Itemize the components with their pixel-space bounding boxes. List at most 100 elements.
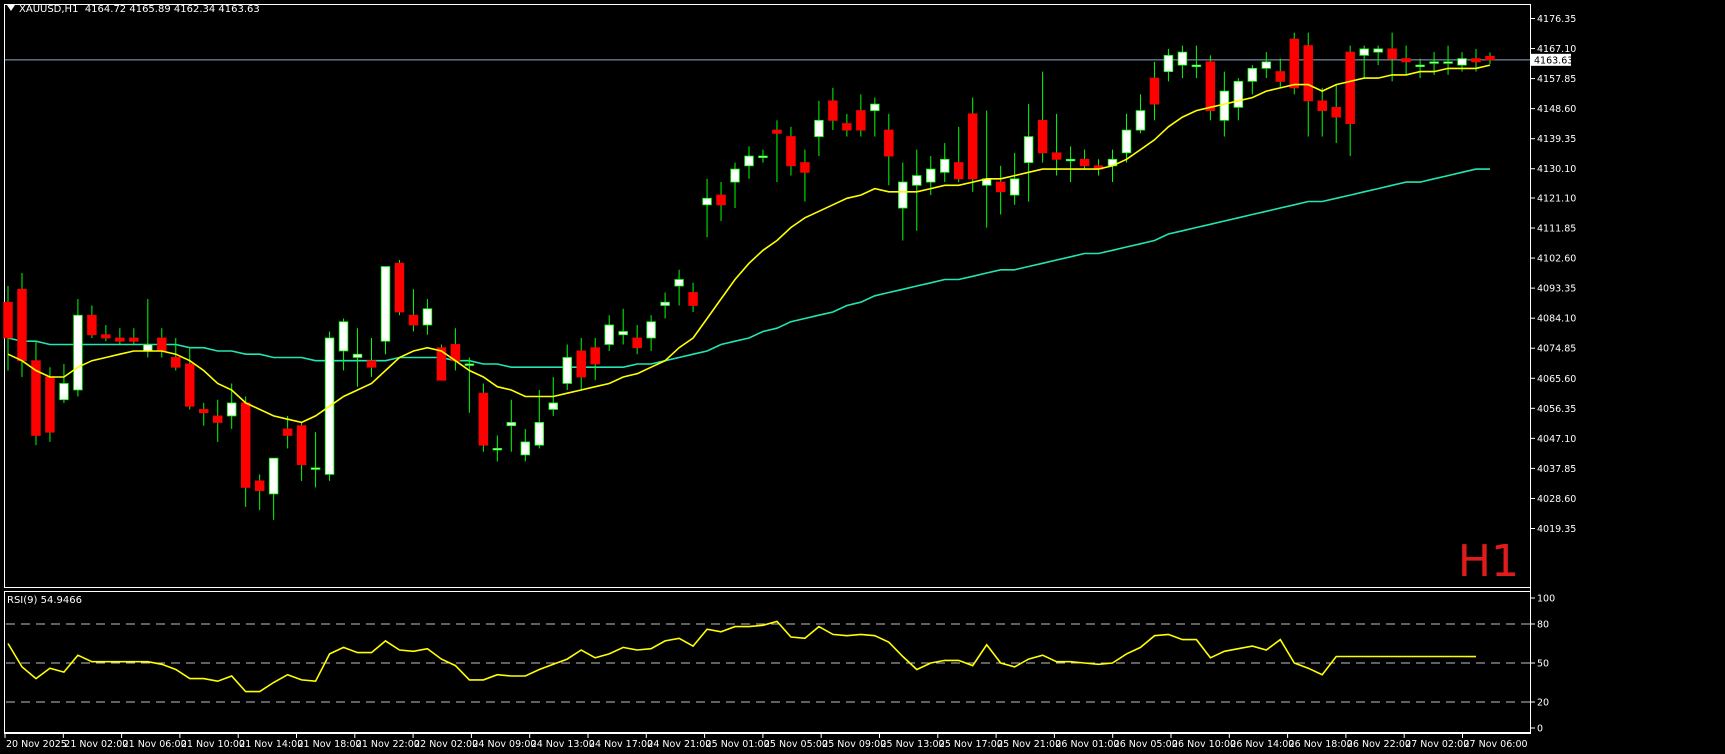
candle <box>478 383 489 452</box>
time-tick-label: 21 Nov 02:00 <box>64 739 128 750</box>
price-axis: 4176.35 4167.10 4157.85 4148.60 4139.35 4130.… <box>1530 14 1576 535</box>
time-tick-label: 26 Nov 22:00 <box>1347 739 1411 750</box>
candle <box>157 328 167 358</box>
symbol-label: XAUUSD,H1 <box>19 4 79 15</box>
timeframe-label: H1 <box>1457 536 1519 587</box>
bull-candle-body <box>618 331 628 336</box>
candle <box>282 415 293 449</box>
price-tick-label: 4111.85 <box>1537 224 1576 235</box>
bear-candle-body <box>1303 45 1313 102</box>
rsi-tick-label: 50 <box>1537 659 1549 670</box>
bear-candle-body <box>436 347 447 381</box>
bull-candle-body <box>73 314 83 391</box>
candle <box>408 289 419 332</box>
price-tick-label: 4065.60 <box>1537 374 1576 385</box>
bull-candle-body <box>646 321 656 339</box>
bull-candle-body <box>660 301 670 306</box>
time-tick-label: 27 Nov 06:00 <box>1464 739 1528 750</box>
candle <box>1177 45 1188 79</box>
bull-candle-body <box>422 308 433 326</box>
candle <box>534 389 545 449</box>
time-tick-label: 22 Nov 02:00 <box>414 739 478 750</box>
bull-candle-body <box>1373 48 1383 53</box>
candle <box>1373 45 1383 66</box>
candle <box>240 396 251 507</box>
price-tick-label: 4084.10 <box>1537 314 1576 325</box>
candle <box>1247 65 1258 95</box>
candle <box>506 399 517 452</box>
candle <box>254 474 265 511</box>
bear-candle-body <box>772 129 782 134</box>
bear-candle-body <box>716 194 726 206</box>
time-tick-label: 25 Nov 17:00 <box>939 739 1003 750</box>
bull-candle-body <box>226 402 237 417</box>
time-tick-label: 24 Nov 17:00 <box>589 739 653 750</box>
bull-candle-body <box>898 181 908 209</box>
candle <box>296 422 307 481</box>
candle <box>185 347 195 410</box>
price-tick-label: 4157.85 <box>1537 74 1576 85</box>
candle <box>856 94 866 137</box>
bull-candle-body <box>380 266 391 342</box>
candle <box>953 126 964 183</box>
rsi-tick-label: 0 <box>1537 724 1543 735</box>
bull-candle-body <box>1415 64 1425 68</box>
bear-candle-body <box>282 428 293 436</box>
candle <box>143 299 153 358</box>
rsi-tick-label: 20 <box>1537 698 1549 709</box>
bear-candle-body <box>842 123 852 131</box>
current-price-tag-label: 4163.63 <box>1534 55 1573 66</box>
candle <box>492 435 503 462</box>
candle <box>380 266 391 355</box>
bull-candle-body <box>352 353 363 358</box>
time-tick-label: 20 Nov 2025 <box>6 739 67 750</box>
bull-candle-body <box>926 168 936 183</box>
bear-candle-body <box>129 337 139 342</box>
bull-candle-body <box>730 168 740 183</box>
time-tick-label: 26 Nov 14:00 <box>1230 739 1294 750</box>
bear-candle-body <box>632 337 642 349</box>
candle <box>1359 45 1369 79</box>
rsi-polyline <box>7 620 1477 693</box>
candle <box>758 149 768 163</box>
bear-candle-body <box>953 162 964 180</box>
candle <box>212 399 223 442</box>
candle <box>842 113 852 137</box>
dropdown-triangle-icon[interactable] <box>7 5 15 11</box>
time-tick-label: 26 Nov 05:00 <box>1114 739 1178 750</box>
candle <box>1037 71 1048 163</box>
candle <box>1079 149 1090 170</box>
time-tick-label: 25 Nov 01:00 <box>706 739 770 750</box>
candle <box>814 100 824 157</box>
bear-candle-body <box>1401 58 1411 63</box>
candle <box>1233 78 1244 121</box>
candles <box>3 32 1495 520</box>
bear-candle-body <box>3 301 13 339</box>
bull-candle-body <box>1233 80 1244 108</box>
bear-candle-body <box>212 415 223 423</box>
candle <box>101 324 111 342</box>
rsi-tick-label: 100 <box>1537 594 1555 605</box>
bull-candle-body <box>310 467 321 470</box>
candle <box>394 260 405 316</box>
time-tick-label: 21 Nov 22:00 <box>356 739 420 750</box>
bear-candle-body <box>1289 38 1299 89</box>
price-tick-label: 4019.35 <box>1537 524 1576 535</box>
bull-candle-body <box>814 119 824 137</box>
bear-candle-body <box>856 110 866 131</box>
candle <box>618 308 628 345</box>
time-tick-label: 21 Nov 10:00 <box>181 739 245 750</box>
bear-candle-body <box>101 334 111 339</box>
bull-candle-body <box>940 158 950 173</box>
time-tick-label: 24 Nov 13:00 <box>531 739 595 750</box>
candle <box>1191 45 1202 79</box>
candle <box>422 299 433 335</box>
candle <box>576 337 586 390</box>
time-tick-label: 21 Nov 14:00 <box>239 739 303 750</box>
candle <box>1443 45 1453 75</box>
bear-candle-body <box>45 376 55 433</box>
bear-candle-body <box>185 363 195 407</box>
rsi-levels: 100 80 50 20 0 <box>6 594 1555 735</box>
